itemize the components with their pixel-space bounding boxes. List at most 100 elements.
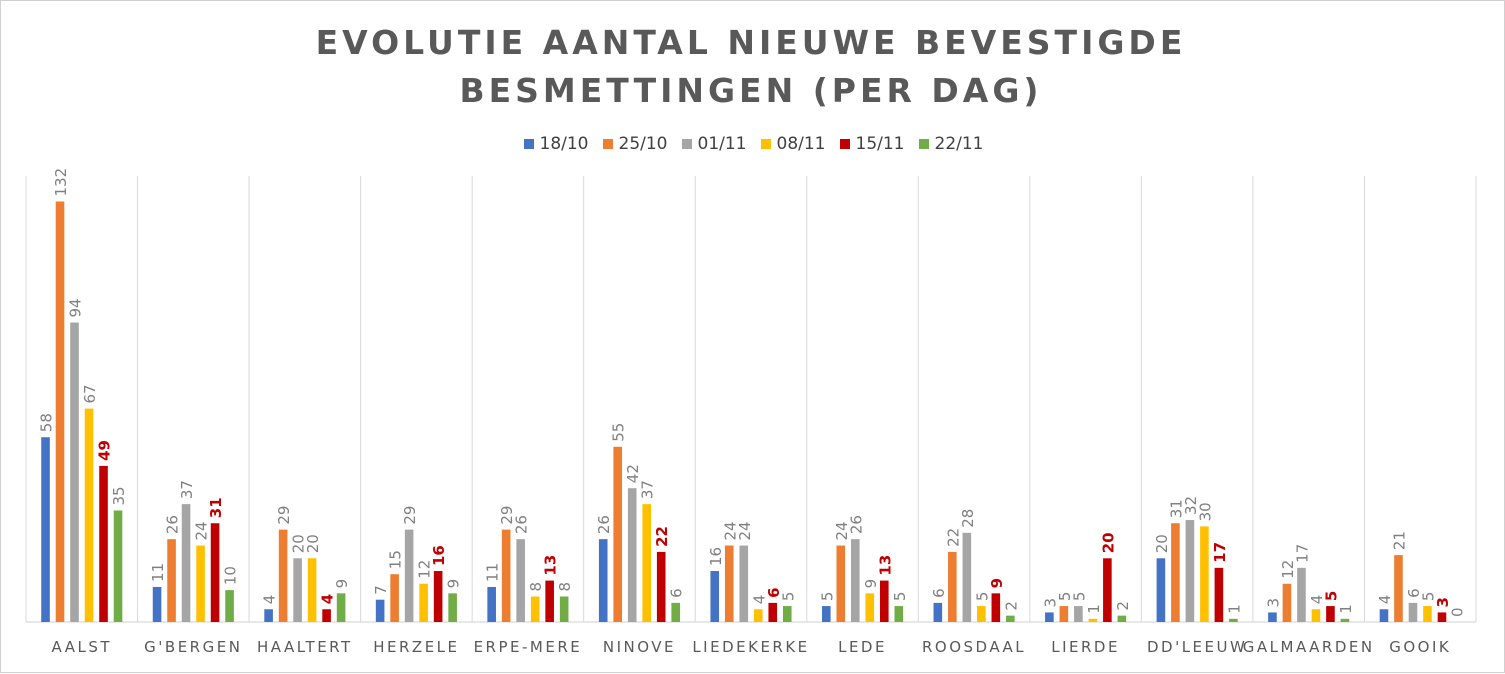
bar-4-1 — [501, 529, 511, 622]
legend-swatch-0 — [523, 139, 534, 149]
data-label-8-4: 9 — [988, 578, 1006, 588]
bar-1-0 — [152, 586, 162, 622]
bar-11-3 — [1311, 609, 1321, 622]
bar-11-1 — [1282, 583, 1292, 622]
data-label-0-1: 132 — [52, 168, 70, 197]
legend-item-1: 25/10 — [602, 134, 668, 154]
data-label-7-4: 13 — [876, 555, 894, 576]
legend-label-5: 22/11 — [934, 134, 984, 154]
data-label-4-0: 11 — [484, 563, 502, 582]
bar-4-3 — [530, 596, 540, 622]
bar-6-5 — [782, 606, 792, 622]
data-label-2-1: 29 — [275, 506, 293, 525]
category-label-8: ROOSDAAL — [922, 638, 1026, 656]
data-label-10-2: 32 — [1182, 496, 1200, 515]
data-label-5-3: 37 — [639, 480, 657, 499]
bar-9-5 — [1117, 615, 1127, 622]
bar-10-4 — [1214, 567, 1224, 622]
legend: 18/10 25/10 01/11 08/11 15/11 22/11 — [1, 134, 1505, 154]
bar-2-1 — [278, 529, 288, 622]
bar-8-0 — [933, 602, 943, 622]
bar-4-2 — [516, 539, 525, 622]
category-label-9: LIERDE — [1051, 638, 1120, 656]
bar-2-2 — [293, 558, 302, 622]
data-label-10-1: 31 — [1167, 499, 1185, 518]
bar-1-4 — [210, 523, 220, 622]
bar-0-5 — [113, 510, 123, 622]
data-label-8-3: 5 — [973, 592, 991, 602]
data-label-11-4: 5 — [1322, 591, 1340, 601]
bar-11-0 — [1268, 612, 1277, 622]
data-label-4-1: 29 — [498, 506, 516, 525]
category-label-0: AALST — [52, 638, 112, 656]
bar-4-0 — [487, 586, 496, 622]
data-label-3-3: 12 — [416, 560, 434, 579]
data-label-11-5: 1 — [1337, 604, 1355, 614]
data-label-11-2: 17 — [1293, 544, 1311, 563]
bar-5-0 — [598, 539, 608, 622]
bar-10-1 — [1171, 523, 1180, 622]
data-label-4-5: 8 — [556, 582, 574, 592]
category-label-4: ERPE-MERE — [474, 638, 583, 656]
bar-7-4 — [879, 580, 889, 622]
bar-5-4 — [656, 551, 666, 622]
bar-0-1 — [55, 201, 65, 623]
data-label-12-4: 3 — [1434, 597, 1452, 607]
bar-9-0 — [1045, 612, 1054, 622]
bar-8-3 — [977, 606, 986, 622]
data-label-12-5: 0 — [1448, 607, 1466, 617]
bar-3-5 — [448, 593, 457, 622]
legend-item-0: 18/10 — [523, 134, 589, 154]
data-label-0-3: 67 — [81, 384, 99, 403]
bar-8-5 — [1006, 615, 1015, 622]
bar-2-4 — [322, 609, 331, 622]
legend-item-4: 15/11 — [839, 134, 905, 154]
bar-7-5 — [894, 606, 904, 622]
data-label-0-2: 94 — [67, 298, 85, 317]
legend-label-2: 01/11 — [697, 134, 747, 154]
bar-1-2 — [181, 504, 191, 622]
data-label-3-4: 16 — [430, 545, 448, 566]
legend-label-3: 08/11 — [776, 134, 826, 154]
category-label-12: GOOIK — [1389, 638, 1451, 656]
bar-2-5 — [336, 593, 346, 622]
data-label-2-5: 9 — [333, 579, 351, 589]
bar-10-3 — [1200, 526, 1209, 622]
bar-3-0 — [375, 599, 385, 622]
bar-8-4 — [991, 593, 1001, 622]
data-label-11-3: 4 — [1308, 595, 1326, 605]
bar-5-2 — [627, 488, 637, 622]
bar-9-4 — [1103, 558, 1112, 622]
data-label-9-0: 3 — [1041, 598, 1059, 608]
bar-11-2 — [1297, 567, 1306, 622]
data-label-0-0: 58 — [38, 413, 56, 432]
legend-item-5: 22/11 — [918, 134, 984, 154]
data-label-2-2: 20 — [290, 534, 308, 553]
data-label-1-3: 24 — [193, 521, 211, 540]
data-label-6-3: 4 — [750, 595, 768, 605]
data-label-12-2: 6 — [1405, 588, 1423, 598]
data-label-1-4: 31 — [207, 497, 225, 518]
data-label-6-2: 24 — [736, 521, 754, 540]
category-label-7: LEDE — [838, 638, 887, 656]
bar-7-2 — [850, 539, 860, 622]
data-label-7-5: 5 — [891, 592, 909, 602]
bar-9-3 — [1088, 618, 1098, 622]
data-label-3-0: 7 — [372, 585, 390, 595]
category-label-10: DD'LEEUW — [1147, 638, 1247, 656]
data-label-5-4: 22 — [653, 526, 671, 547]
data-label-4-3: 8 — [527, 582, 545, 592]
data-label-6-1: 24 — [721, 521, 739, 540]
data-label-3-1: 15 — [387, 550, 405, 569]
data-label-11-0: 3 — [1264, 598, 1282, 608]
category-label-6: LIEDEKERKE — [692, 638, 809, 656]
bar-12-4 — [1437, 612, 1447, 622]
data-label-10-0: 20 — [1153, 534, 1171, 553]
data-label-8-5: 2 — [1002, 601, 1020, 611]
bar-8-2 — [962, 532, 972, 622]
category-label-1: G'BERGEN — [144, 638, 242, 656]
bar-5-1 — [613, 446, 623, 622]
data-label-1-2: 37 — [178, 480, 196, 499]
